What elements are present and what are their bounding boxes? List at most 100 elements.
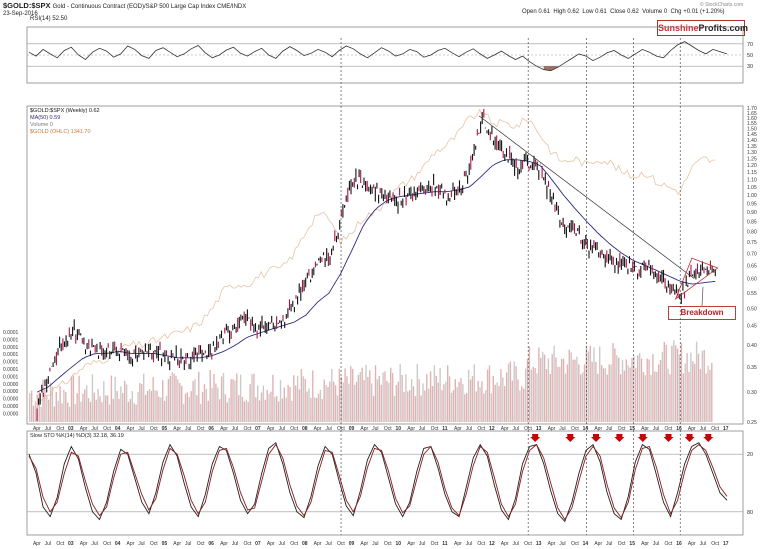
- volume-bar: [445, 381, 447, 422]
- volume-bar: [353, 384, 356, 422]
- volume-bar: [334, 385, 337, 422]
- volume-bar: [89, 402, 92, 422]
- volume-bar: [462, 384, 464, 422]
- volume-bar: [454, 379, 456, 422]
- volume-bar: [612, 343, 614, 422]
- gold-price-line: [36, 108, 716, 405]
- volume-bar: [118, 398, 120, 422]
- stochastic-tick-label: 20: [747, 452, 753, 458]
- price-x-tick-label: Jul: [559, 426, 565, 432]
- volume-bar: [230, 379, 232, 422]
- volume-bar: [618, 357, 620, 422]
- volume-bar: [562, 358, 565, 422]
- stoch-x-tick-label: Apr: [594, 541, 602, 547]
- volume-bar: [125, 384, 128, 422]
- sell-signal-arrow: [530, 434, 541, 442]
- volume-bar: [545, 369, 548, 422]
- symbol-name: $GOLD:$SPX: [3, 1, 51, 10]
- sell-signal-arrow: [663, 434, 674, 442]
- close-value: Close 0.62: [610, 9, 639, 15]
- volume-bar: [91, 374, 94, 422]
- volume-bar: [479, 387, 481, 422]
- volume-bar: [663, 341, 665, 422]
- volume-bar: [279, 380, 282, 422]
- chart-date: 23-Sep-2016: [3, 11, 38, 17]
- volume-bar: [426, 374, 428, 422]
- volume-bar: [477, 381, 479, 422]
- stoch-x-tick-label: Jul: [512, 541, 518, 547]
- volume-bar: [211, 388, 213, 422]
- volume-bar: [319, 389, 322, 422]
- volume-bar: [669, 374, 671, 422]
- price-x-tick-label: Oct: [56, 426, 64, 432]
- price-tick-label: 0.85: [747, 220, 757, 226]
- volume-bar: [34, 401, 37, 422]
- volume-bar: [388, 382, 390, 422]
- volume-bar: [656, 371, 658, 422]
- volume-bar: [581, 372, 584, 422]
- volume-bar: [447, 365, 449, 422]
- volume-bar: [439, 367, 441, 422]
- stochastic-tick-label: 80: [747, 510, 753, 516]
- volume-bar: [239, 374, 242, 422]
- price-x-tick-label: 12: [489, 426, 495, 432]
- volume-bar: [321, 399, 323, 422]
- price-tick-label: 1.50: [747, 127, 757, 133]
- price-tick-label: 1.45: [747, 132, 757, 138]
- price-panel-frame: [26, 105, 744, 425]
- volume-bar: [158, 396, 160, 422]
- volume-bar: [523, 388, 525, 422]
- volume-bar: [344, 368, 346, 422]
- stoch-x-tick-label: 14: [583, 541, 589, 547]
- price-x-tick-label: Oct: [618, 426, 626, 432]
- price-x-tick-label: Jul: [232, 426, 238, 432]
- volume-bar: [671, 345, 673, 422]
- volume-bar: [200, 403, 202, 422]
- volume-bar: [416, 364, 418, 422]
- price-tick-label: 1.05: [747, 185, 757, 191]
- volume-bar: [55, 392, 57, 422]
- volume-bar: [650, 374, 652, 422]
- volume-bar: [504, 386, 506, 422]
- price-x-tick-label: Jul: [512, 426, 518, 432]
- volume-bar: [44, 389, 46, 422]
- volume-bar: [105, 395, 107, 422]
- volume-bar: [553, 345, 555, 422]
- stoch-x-tick-label: Apr: [127, 541, 135, 547]
- stoch-x-tick-label: Jul: [419, 541, 425, 547]
- volume-bar: [502, 377, 504, 422]
- volume-bar: [551, 354, 553, 422]
- volume-bar: [238, 395, 240, 422]
- volume-bar: [600, 365, 603, 422]
- price-tick-label: 0.80: [747, 229, 757, 235]
- volume-bar: [623, 370, 626, 422]
- volume-bar: [251, 374, 253, 422]
- stoch-x-tick-label: Jul: [700, 541, 706, 547]
- volume-bar: [49, 382, 52, 422]
- volume-bar: [203, 384, 206, 422]
- volume-tick-label: 0.0000: [3, 404, 19, 410]
- stoch-x-tick-label: Jul: [91, 541, 97, 547]
- volume-bar: [397, 381, 399, 422]
- volume-bar: [374, 365, 377, 422]
- stoch-x-tick-label: 03: [68, 541, 74, 547]
- volume-bar: [338, 368, 341, 422]
- volume-bar: [591, 361, 593, 422]
- price-x-tick-label: Apr: [594, 426, 602, 432]
- stoch-x-tick-label: Oct: [337, 541, 345, 547]
- price-x-tick-label: Jul: [419, 426, 425, 432]
- volume-bar: [148, 389, 151, 422]
- price-x-tick-label: Jul: [325, 426, 331, 432]
- volume-bar: [220, 376, 223, 422]
- volume-bar: [281, 398, 284, 422]
- sell-signal-arrow: [684, 434, 695, 442]
- volume-bar: [519, 390, 521, 422]
- volume-bar: [570, 352, 572, 422]
- volume-value: Volume 0: [642, 9, 668, 15]
- stoch-x-tick-label: 05: [162, 541, 168, 547]
- volume-bar: [568, 349, 570, 422]
- volume-bar: [652, 353, 654, 422]
- volume-bar: [431, 386, 434, 422]
- stoch-x-tick-label: 08: [302, 541, 308, 547]
- volume-bar: [695, 341, 698, 422]
